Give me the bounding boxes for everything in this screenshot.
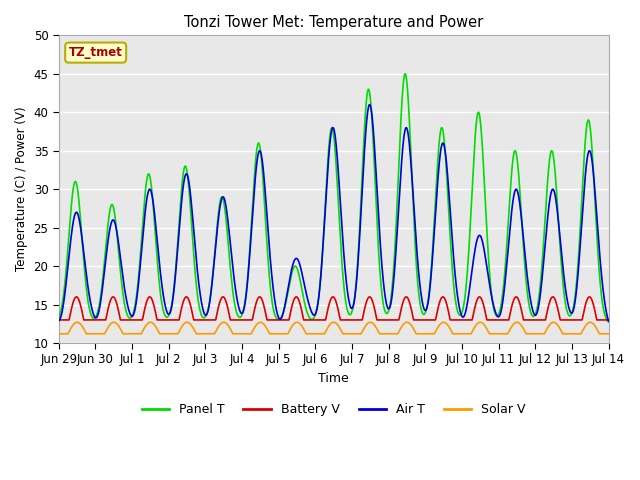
X-axis label: Time: Time (318, 372, 349, 385)
Air T (594, 228, 602, 234)
Panel T (118, 279, 125, 285)
Air T (55, 318, 63, 324)
Air T (365, 102, 373, 108)
Panel T (535, 296, 543, 302)
Title: Tonzi Tower Met: Temperature and Power: Tonzi Tower Met: Temperature and Power (184, 15, 483, 30)
Line: Air T: Air T (59, 105, 609, 321)
Air T (535, 303, 543, 309)
Panel T (594, 249, 602, 255)
Battery V (266, 317, 274, 323)
Battery V (55, 317, 63, 323)
Battery V (290, 298, 298, 303)
Solar V (118, 328, 125, 334)
Battery V (535, 317, 543, 323)
Solar V (74, 319, 81, 325)
Battery V (605, 317, 612, 323)
Air T (266, 248, 273, 254)
Air T (290, 260, 298, 265)
Line: Battery V: Battery V (59, 297, 609, 320)
Solar V (594, 328, 602, 334)
Solar V (535, 331, 543, 336)
Solar V (55, 331, 63, 336)
Battery V (594, 317, 602, 323)
Solar V (290, 321, 298, 327)
Panel T (290, 265, 298, 271)
Battery V (118, 317, 125, 323)
Air T (118, 264, 125, 270)
Panel T (150, 216, 158, 221)
Solar V (605, 331, 612, 336)
Air T (150, 207, 158, 213)
Air T (605, 318, 612, 324)
Battery V (150, 304, 158, 310)
Legend: Panel T, Battery V, Air T, Solar V: Panel T, Battery V, Air T, Solar V (136, 398, 531, 421)
Panel T (605, 319, 612, 325)
Line: Solar V: Solar V (59, 322, 609, 334)
Y-axis label: Temperature (C) / Power (V): Temperature (C) / Power (V) (15, 107, 28, 272)
Panel T (55, 315, 63, 321)
Battery V (72, 294, 80, 300)
Solar V (266, 331, 274, 336)
Text: TZ_tmet: TZ_tmet (68, 46, 123, 59)
Panel T (401, 71, 409, 77)
Line: Panel T: Panel T (59, 74, 609, 322)
Solar V (150, 322, 158, 327)
Panel T (266, 276, 273, 282)
